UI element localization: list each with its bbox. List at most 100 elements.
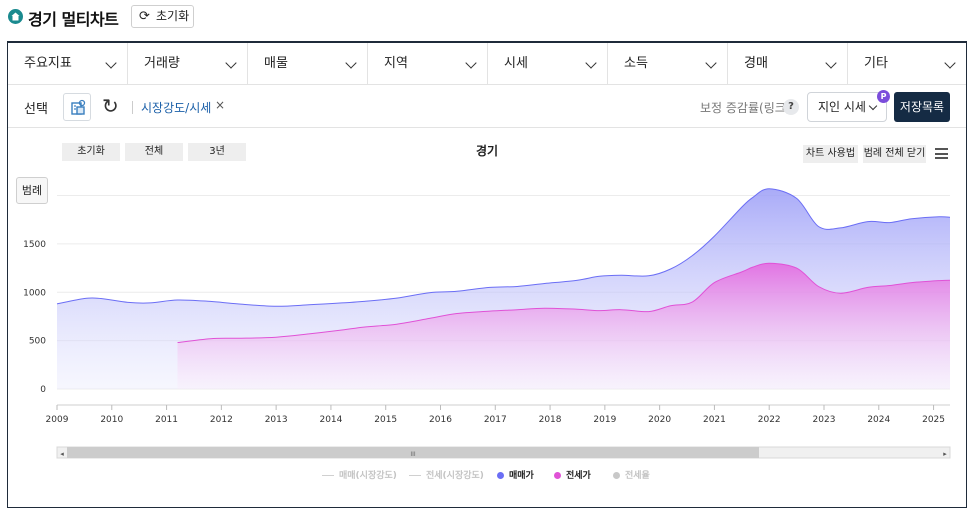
jeonse-series-line <box>177 262 951 344</box>
range-all-button[interactable]: 전체 <box>125 143 183 161</box>
menu-item-auction[interactable]: 경매 <box>728 43 848 85</box>
legend-toggle-button[interactable]: 범례 <box>16 177 48 204</box>
menu-item-major[interactable]: 주요지표 <box>8 43 128 85</box>
legend-item[interactable]: 매매(시장강도) <box>322 469 397 483</box>
reset-label: 초기화 <box>156 9 190 23</box>
home-icon[interactable] <box>8 9 23 24</box>
legend-item[interactable]: 매매가 <box>497 469 534 483</box>
menu-item-label: 기타 <box>864 56 888 71</box>
chevron-down-icon <box>868 101 878 111</box>
x-tick-label: 2018 <box>539 415 562 425</box>
x-tick-label: 2011 <box>155 415 178 425</box>
legend-label: 전세가 <box>566 471 591 481</box>
region-building-icon <box>71 99 86 115</box>
chevron-down-icon <box>585 57 597 69</box>
menu-item-price[interactable]: 시세 <box>488 43 608 85</box>
menu-item-etc[interactable]: 기타 <box>848 43 966 85</box>
legend-label: 매매가 <box>509 471 534 481</box>
selection-label: 선택 <box>24 102 48 117</box>
premium-badge: P <box>877 90 890 103</box>
selected-tag: 시장강도/시세 <box>141 101 212 115</box>
correction-link[interactable]: 보정 증감률(링크) <box>700 101 791 115</box>
close-icon[interactable]: × <box>215 98 226 112</box>
area-chart: 0 500 1000 1500 2009 2010 2011 2012 2013 2014 2015… <box>23 188 951 459</box>
divider <box>132 101 133 114</box>
x-tick-label: 2021 <box>703 415 726 425</box>
legend-line-icon <box>322 474 334 477</box>
category-menu: 주요지표 거래량 매물 지역 시세 소득 경매 기타 <box>8 43 966 85</box>
x-tick-label: 2022 <box>758 415 781 425</box>
selection-row: 선택 ↻ 시장강도/시세 × 보정 증감률(링크) ? 지인 시세 P 저장목록 <box>8 86 966 128</box>
chart-area: 0 500 1000 1500 2009 2010 2011 2012 2013 2014 2015… <box>8 129 966 508</box>
range-3y-button[interactable]: 3년 <box>188 143 246 161</box>
legend-label: 매매(시장강도) <box>339 471 397 481</box>
x-tick-label: 2013 <box>265 415 288 425</box>
legend-dot-icon <box>554 472 561 479</box>
menu-item-listings[interactable]: 매물 <box>248 43 368 85</box>
region-select-button[interactable] <box>63 93 91 121</box>
scroll-left-icon: ◂ <box>60 450 64 458</box>
x-tick-label: 2015 <box>374 415 397 425</box>
price-source-select[interactable]: 지인 시세 <box>807 92 887 122</box>
y-tick-label: 500 <box>29 337 46 347</box>
chart-title: 경기 <box>476 144 499 158</box>
legend-label: 전세(시장강도) <box>426 471 484 481</box>
chart-usage-button[interactable]: 차트 사용법 <box>803 145 858 163</box>
y-tick-label: 0 <box>40 385 46 395</box>
y-tick-label: 1500 <box>23 240 46 250</box>
reset-all-button[interactable]: ⟳ 초기화 <box>131 5 194 28</box>
menu-item-volume[interactable]: 거래량 <box>128 43 248 85</box>
legend-dot-icon <box>497 472 504 479</box>
menu-item-region[interactable]: 지역 <box>368 43 488 85</box>
menu-item-label: 소득 <box>624 56 648 71</box>
chevron-down-icon <box>705 57 717 69</box>
scrollbar-thumb[interactable] <box>67 447 759 458</box>
x-tick-label: 2023 <box>813 415 836 425</box>
legend-item[interactable]: 전세가 <box>554 469 591 483</box>
chevron-down-icon <box>465 57 477 69</box>
menu-item-label: 주요지표 <box>24 56 72 71</box>
x-tick-label: 2009 <box>46 415 69 425</box>
scroll-right-icon: ▸ <box>943 450 947 458</box>
legend-dot-icon <box>613 472 620 479</box>
chevron-down-icon <box>345 57 357 69</box>
page-title: 경기 멀티차트 <box>28 10 119 29</box>
x-tick-label: 2025 <box>922 415 945 425</box>
x-tick-label: 2010 <box>100 415 123 425</box>
saved-list-button[interactable]: 저장목록 <box>894 92 950 122</box>
x-tick-label: 2019 <box>593 415 616 425</box>
menu-item-label: 지역 <box>384 56 408 71</box>
x-tick-label: 2024 <box>867 415 890 425</box>
menu-icon[interactable] <box>935 148 948 159</box>
chart-legend: 매매(시장강도) 전세(시장강도) 매매가 전세가 전세율 <box>8 469 966 485</box>
legend-item[interactable]: 전세율 <box>613 469 650 483</box>
chevron-down-icon <box>825 57 837 69</box>
jeonse-series-area <box>177 263 950 389</box>
menu-item-label: 매물 <box>264 56 288 71</box>
chevron-down-icon <box>105 57 117 69</box>
x-tick-label: 2012 <box>210 415 233 425</box>
x-tick-label: 2016 <box>429 415 452 425</box>
chart-panel: 주요지표 거래량 매물 지역 시세 소득 경매 기타 선택 ↻ 시장강도/시세 … <box>7 41 967 508</box>
top-bar: 경기 멀티차트 ⟳ 초기화 <box>0 0 972 36</box>
range-reset-button[interactable]: 초기화 <box>62 143 120 161</box>
y-tick-label: 1000 <box>23 288 46 298</box>
menu-item-label: 경매 <box>744 56 768 71</box>
refresh-icon[interactable]: ↻ <box>102 94 119 118</box>
scrollbar-grip: III <box>410 451 416 458</box>
help-icon[interactable]: ? <box>783 99 799 115</box>
x-tick-label: 2017 <box>484 415 507 425</box>
close-all-legend-button[interactable]: 범례 전체 닫기 <box>863 145 926 163</box>
legend-line-icon <box>409 474 421 477</box>
chevron-down-icon <box>944 57 956 69</box>
legend-label: 전세율 <box>625 471 650 481</box>
menu-item-label: 시세 <box>504 56 528 71</box>
chevron-down-icon <box>225 57 237 69</box>
legend-item[interactable]: 전세(시장강도) <box>409 469 484 483</box>
menu-item-label: 거래량 <box>144 56 180 71</box>
refresh-icon: ⟳ <box>139 9 150 24</box>
menu-item-income[interactable]: 소득 <box>608 43 728 85</box>
price-source-value: 지인 시세 <box>818 100 866 114</box>
x-tick-label: 2020 <box>648 415 671 425</box>
x-tick-label: 2014 <box>319 415 342 425</box>
